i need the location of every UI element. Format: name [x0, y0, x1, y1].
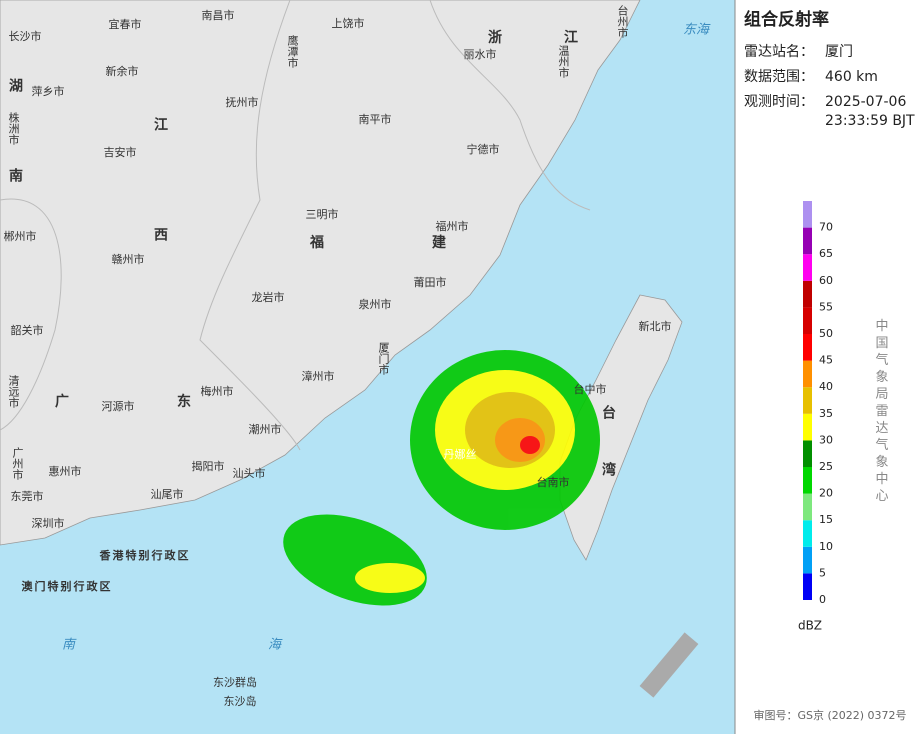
legend-tick-label: 40	[819, 380, 833, 393]
legend-tick-label: 60	[819, 274, 833, 287]
city-label: 东沙岛	[224, 694, 257, 708]
legend-swatch	[803, 334, 812, 361]
legend-tick-label: 5	[819, 566, 826, 579]
city-label: 台州市	[616, 4, 629, 39]
city-label: 鹰潭市	[286, 34, 299, 69]
legend-swatch	[803, 201, 812, 228]
legend-source: 中国气象局雷达气象中心	[873, 319, 889, 506]
province-label: 江西	[152, 116, 168, 337]
legend-tick-label: 65	[819, 247, 833, 260]
legend-tick-label: 55	[819, 300, 833, 313]
legend-swatch	[803, 440, 812, 467]
legend-tick-label: 20	[819, 487, 833, 500]
city-label: 赣州市	[112, 252, 145, 266]
legend-swatch	[803, 254, 812, 281]
city-label: 南平市	[359, 112, 392, 126]
legend-swatch	[803, 307, 812, 334]
sea-label: 东海	[683, 23, 711, 38]
city-label: 梅州市	[201, 384, 234, 398]
city-label: 深圳市	[32, 516, 65, 530]
city-label: 台中市	[574, 382, 607, 396]
row-label: 数据范围：	[744, 68, 814, 85]
city-label: 吉安市	[104, 145, 137, 159]
city-label: 揭阳市	[192, 459, 225, 473]
city-label: 台南市	[537, 475, 570, 489]
row-value: 厦门	[825, 44, 853, 60]
city-label: 抚州市	[226, 95, 259, 109]
city-label: 厦门市	[377, 342, 390, 376]
no-data-area	[639, 632, 699, 698]
city-label: 龙岩市	[252, 290, 285, 304]
legend-swatch	[803, 493, 812, 521]
province-label: 浙江	[488, 29, 640, 46]
city-label: 新北市	[639, 319, 672, 333]
legend-tick-label: 0	[819, 593, 826, 606]
legend-swatch	[803, 573, 812, 600]
city-label: 新余市	[106, 64, 139, 78]
legend-tick-label: 15	[819, 513, 833, 526]
city-label: 福州市	[436, 219, 469, 233]
legend-tick-label: 30	[819, 433, 833, 446]
city-label: 南昌市	[202, 8, 235, 22]
province-label: 福建	[309, 234, 554, 251]
city-label: 株洲市	[7, 111, 20, 146]
row-label: 雷达站名：	[744, 44, 814, 60]
city-label: 宁德市	[467, 142, 500, 156]
mainland	[0, 0, 641, 546]
legend-swatch	[803, 280, 812, 308]
row-value: 2025-07-06	[825, 94, 906, 110]
city-label: 泉州市	[359, 297, 392, 311]
city-label: 萍乡市	[32, 84, 65, 98]
province-label: 湖南	[7, 78, 23, 258]
legend-tick-label: 35	[819, 407, 833, 420]
legend-swatch	[803, 227, 812, 255]
footer: 审图号：GS京 (2022) 0372号	[753, 708, 906, 722]
city-label: 广州市	[11, 447, 24, 481]
city-label: 东沙群岛	[213, 675, 257, 689]
city-label: 汕头市	[233, 466, 266, 480]
city-label: 惠州市	[49, 464, 82, 478]
time-line2: 23:33:59 BJT	[825, 113, 915, 129]
legend-swatch	[803, 546, 812, 574]
city-label: 宜春市	[109, 17, 142, 31]
city-label: 长沙市	[9, 29, 42, 43]
row-value: 460 km	[825, 69, 878, 85]
city-label: 漳州市	[302, 369, 335, 383]
radar-echo	[283, 350, 600, 606]
province-label: 台湾	[600, 404, 616, 519]
legend-swatch	[803, 360, 812, 388]
legend-swatch	[803, 520, 812, 547]
legend-tick-label: 70	[819, 221, 833, 234]
city-label: 澳门特别行政区	[22, 579, 113, 593]
city-label: 潮州市	[249, 422, 282, 436]
row-label: 观测时间：	[744, 94, 814, 110]
city-label: 清远市	[7, 375, 20, 409]
city-label: 丽水市	[464, 47, 497, 61]
legend-swatch	[803, 413, 812, 441]
city-label: 温州市	[557, 45, 570, 79]
city-label: 上饶市	[332, 16, 365, 30]
legend-tick-label: 25	[819, 460, 833, 473]
legend-swatch	[803, 467, 812, 494]
city-label: 韶关市	[11, 323, 44, 337]
province-borders	[0, 0, 591, 451]
legend-tick-label: 45	[819, 354, 833, 367]
legend-tick-label: 50	[819, 327, 833, 340]
city-label: 莆田市	[414, 275, 447, 289]
province-label: 广东	[55, 393, 299, 410]
city-label: 香港特别行政区	[99, 548, 191, 562]
city-label: 河源市	[102, 399, 135, 413]
legend-swatch	[803, 387, 812, 414]
city-label: 郴州市	[4, 229, 37, 243]
sea-label: 南海	[62, 638, 474, 653]
city-label: 三明市	[306, 207, 339, 221]
legend-unit: dBZ	[798, 619, 822, 633]
info-panel	[735, 0, 924, 734]
city-label: 汕尾市	[151, 487, 184, 501]
panel-title: 组合反射率	[744, 9, 829, 30]
typhoon-label: 丹娜丝	[444, 447, 477, 461]
city-label: 东莞市	[11, 489, 44, 503]
legend-tick-label: 10	[819, 540, 833, 553]
